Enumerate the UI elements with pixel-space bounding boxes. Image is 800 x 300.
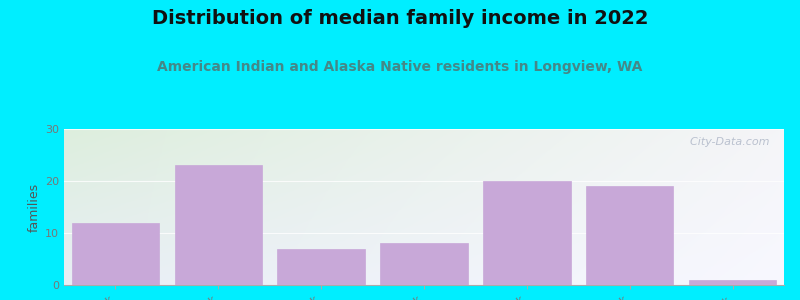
Bar [380,243,468,285]
Y-axis label: families: families [28,182,41,232]
Bar [174,165,262,285]
Text: City-Data.com: City-Data.com [683,137,770,147]
Bar [278,249,365,285]
Bar [483,181,570,285]
Text: American Indian and Alaska Native residents in Longview, WA: American Indian and Alaska Native reside… [158,60,642,74]
Bar [72,223,159,285]
Bar [689,280,776,285]
Bar [586,186,674,285]
Text: Distribution of median family income in 2022: Distribution of median family income in … [152,9,648,28]
